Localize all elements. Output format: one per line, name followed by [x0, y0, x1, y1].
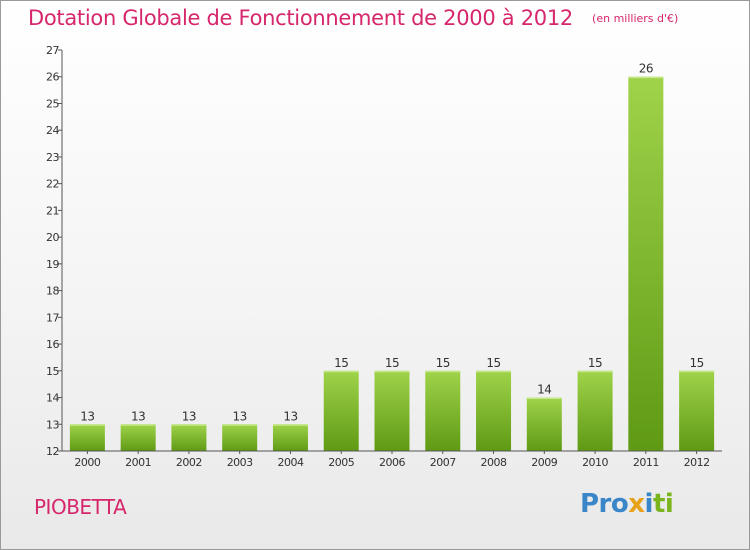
x-tick-label: 2012: [684, 456, 710, 469]
bar: [577, 370, 613, 451]
bar: [628, 76, 664, 451]
x-tick-label: 2010: [582, 456, 608, 469]
bar: [69, 424, 105, 451]
bar-value-label: 15: [689, 356, 703, 370]
x-tick-label: 2009: [531, 456, 557, 469]
chart-title-block: Dotation Globale de Fonctionnement de 20…: [28, 6, 678, 30]
bar-top-highlight: [628, 76, 664, 79]
bar: [323, 370, 359, 451]
chart-title: Dotation Globale de Fonctionnement de 20…: [28, 6, 573, 30]
y-tick-label: 22: [46, 178, 59, 191]
y-tick-label: 17: [46, 311, 59, 324]
bar-top-highlight: [425, 370, 461, 373]
bar-value-label: 13: [283, 409, 297, 423]
x-tick-label: 2001: [125, 456, 151, 469]
x-tick-label: 2004: [277, 456, 303, 469]
bar-top-highlight: [476, 370, 512, 373]
bar-value-label: 13: [80, 409, 94, 423]
bar: [476, 370, 512, 451]
y-tick-label: 12: [46, 445, 59, 458]
chart-subtitle: (en milliers d'€): [592, 12, 679, 25]
bar-top-highlight: [272, 424, 308, 426]
logo-part: x: [628, 489, 645, 519]
y-tick-label: 19: [46, 258, 59, 271]
y-tick-label: 23: [46, 151, 59, 164]
logo-part: Pro: [580, 489, 629, 519]
y-tick-label: 14: [46, 392, 59, 405]
commune-name: PIOBETTA: [34, 495, 127, 519]
bar: [679, 370, 715, 451]
y-tick-label: 20: [46, 231, 59, 244]
x-tick-label: 2006: [379, 456, 405, 469]
y-tick-label: 27: [46, 44, 59, 57]
bar-top-highlight: [679, 370, 715, 373]
bar: [526, 397, 562, 451]
bar-value-label: 13: [131, 409, 145, 423]
bar: [222, 424, 258, 451]
bar-value-label: 15: [385, 356, 399, 370]
bar-top-highlight: [323, 370, 359, 373]
x-tick-label: 2003: [227, 456, 253, 469]
bar-value-label: 15: [436, 356, 450, 370]
y-tick-label: 13: [46, 418, 59, 431]
y-tick-label: 18: [46, 285, 59, 298]
bar-top-highlight: [120, 424, 156, 426]
y-tick-label: 21: [46, 204, 59, 217]
bar-value-label: 26: [639, 62, 653, 76]
x-tick-label: 2000: [74, 456, 100, 469]
bar-value-label: 13: [182, 409, 196, 423]
bar-top-highlight: [222, 424, 258, 426]
y-tick-label: 25: [46, 97, 59, 110]
bar-top-highlight: [526, 397, 562, 400]
bar: [374, 370, 410, 451]
x-tick-label: 2002: [176, 456, 202, 469]
x-tick-label: 2008: [481, 456, 507, 469]
x-tick-label: 2005: [328, 456, 354, 469]
y-tick-label: 15: [46, 365, 59, 378]
logo-part: i: [644, 489, 654, 519]
bar-top-highlight: [69, 424, 105, 426]
bar-top-highlight: [171, 424, 207, 426]
bar: [120, 424, 156, 451]
bar-value-label: 13: [233, 409, 247, 423]
bar-value-label: 14: [537, 383, 551, 397]
y-tick-label: 26: [46, 71, 59, 84]
bar: [171, 424, 207, 451]
y-tick-label: 16: [46, 338, 59, 351]
bar: [425, 370, 461, 451]
y-tick-label: 24: [46, 124, 59, 137]
bar-top-highlight: [374, 370, 410, 373]
bar-value-label: 15: [588, 356, 602, 370]
x-tick-label: 2011: [633, 456, 659, 469]
bar: [272, 424, 308, 451]
bar-value-label: 15: [334, 356, 348, 370]
x-tick-label: 2007: [430, 456, 456, 469]
proxiti-logo: Proxiti: [580, 489, 674, 519]
bar-top-highlight: [577, 370, 613, 373]
logo-part: ti: [652, 489, 674, 519]
bar-value-label: 15: [486, 356, 500, 370]
